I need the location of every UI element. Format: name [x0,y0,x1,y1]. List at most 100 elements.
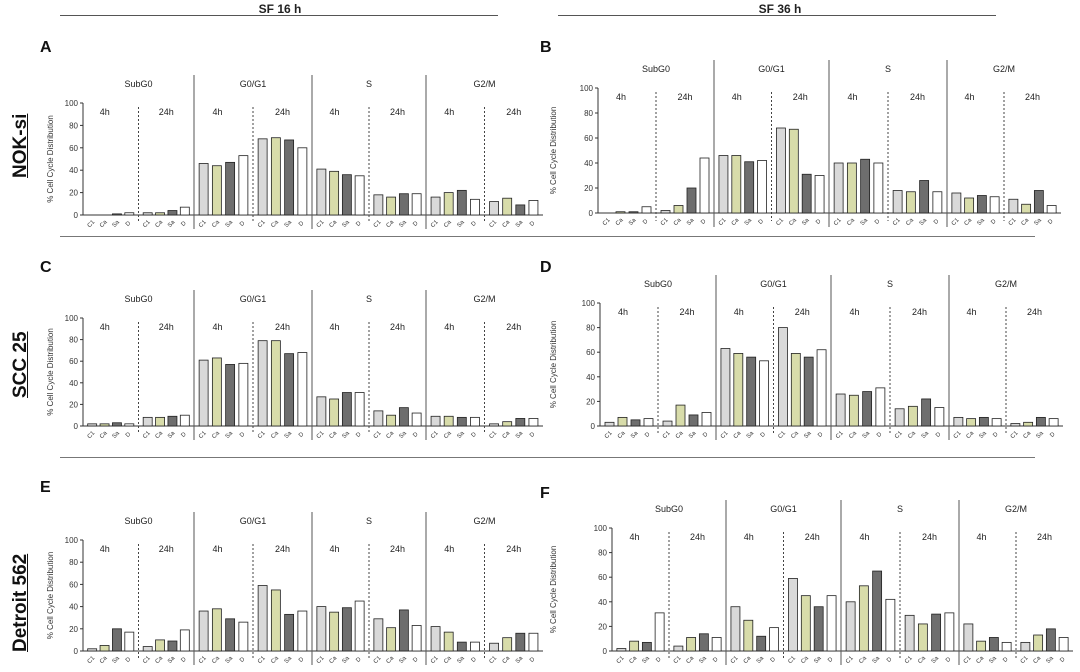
x-tick-label-c1: C1 [787,655,797,665]
bar-g2-m-24h-ca [1021,203,1032,214]
group-label-s: S [366,516,372,526]
bar-g2-m-24h-c1 [489,642,499,652]
bar-g2-m-24h-c1 [489,423,499,427]
group-label-g0-g1: G0/G1 [240,79,267,89]
x-tick-label-d: D [702,431,710,439]
bar-s-4h-c1 [316,168,327,216]
bar-g0-g1-24h-ca [788,128,799,214]
bar-s-4h-sa [341,607,352,652]
bar-g0-g1-4h-sa [746,356,757,427]
x-tick-label-c1: C1 [87,430,97,440]
bar-s-4h-sa [341,174,352,216]
x-tick-label-ca: Ca [329,430,339,440]
y-tick-label-d: 60 [586,348,595,357]
x-tick-label-d: D [180,656,188,664]
bar-g2-m-24h-sa [515,418,526,427]
time-label-24h: 24h [795,307,810,317]
x-tick-label-ca: Ca [443,219,453,229]
x-tick-label-c1: C1 [835,430,845,440]
bar-subg0-24h-sa [167,640,178,652]
x-tick-label-sa: Sa [112,219,122,229]
bar-g2-m-4h-sa [976,195,987,214]
bar-g0-g1-24h-ca [270,340,281,427]
bar-g0-g1-24h-c1 [778,327,788,427]
bar-g2-m-4h-c1 [430,415,441,427]
bar-s-4h-ca [846,162,857,214]
bar-s-24h-d [932,191,943,214]
bar-g0-g1-4h-d [769,627,779,652]
x-tick-label-ca: Ca [1033,655,1043,665]
bar-s-4h-ca [329,611,340,652]
time-label-24h: 24h [275,322,290,332]
x-tick-label-sa: Sa [756,655,766,665]
bar-g0-g1-24h-d [297,147,308,216]
x-tick-label-sa: Sa [744,217,754,227]
bar-subg0-24h-sa [688,414,699,427]
x-tick-label-ca: Ca [907,430,917,440]
group-label-s: S [366,294,372,304]
bar-s-24h-c1 [892,190,903,214]
y-tick-label-b: 40 [584,159,593,168]
bar-s-4h-d [873,162,884,214]
time-label-24h: 24h [677,92,692,102]
bar-g0-g1-4h-d [757,160,767,214]
header-sf36: SF 36 h [758,2,802,16]
bar-s-4h-d [354,392,365,427]
bar-g2-m-4h-c1 [430,626,441,652]
x-tick-label-d: D [990,218,998,226]
y-tick-label-b: 0 [589,209,594,218]
bar-s-24h-sa [919,180,930,214]
bar-g0-g1-4h-sa [225,161,236,216]
x-tick-label-d: D [642,218,650,226]
x-tick-label-c1: C1 [198,219,208,229]
x-tick-label-ca: Ca [155,219,165,229]
bar-g2-m-4h-d [470,198,480,216]
group-label-subg0: SubG0 [642,64,670,74]
x-tick-label-ca: Ca [733,430,743,440]
bar-g2-m-4h-c1 [951,192,962,214]
bar-subg0-24h-ca [155,639,165,652]
x-tick-label-c1: C1 [845,655,855,665]
x-tick-label-d: D [758,218,766,226]
bar-s-4h-d [875,387,886,427]
x-tick-label-c1: C1 [373,430,383,440]
x-tick-label-d: D [471,656,479,664]
bar-g2-m-4h-d [470,641,480,652]
row-separator-2 [60,457,1035,458]
x-tick-label-d: D [760,431,768,439]
x-tick-label-d: D [239,431,247,439]
bar-g2-m-4h-sa [456,641,467,652]
bar-subg0-4h-sa [630,419,641,427]
group-label-g0-g1: G0/G1 [240,294,267,304]
bar-g2-m-24h-sa [1033,190,1044,214]
x-tick-label-sa: Sa [341,655,351,665]
bar-s-4h-sa [862,391,873,427]
x-tick-label-c1: C1 [1020,655,1030,665]
x-tick-label-sa: Sa [515,219,525,229]
y-tick-label-c: 60 [69,357,78,366]
bar-subg0-24h-c1 [673,645,684,652]
x-tick-label-d: D [298,431,306,439]
x-tick-label-d: D [827,656,835,664]
x-tick-label-d: D [412,656,420,664]
group-label-s: S [897,504,903,514]
y-tick-label-c: 20 [69,400,78,409]
bar-s-4h-sa [860,158,871,214]
x-tick-label-ca: Ca [846,217,856,227]
x-tick-label-c1: C1 [730,655,740,665]
bar-g0-g1-24h-c1 [776,127,786,214]
bar-g2-m-4h-ca [443,192,454,216]
bar-g0-g1-24h-ca [790,353,801,427]
header-line-left [60,15,498,16]
bar-g2-m-24h-d [1058,637,1069,652]
x-tick-label-ca: Ca [270,655,280,665]
bar-g2-m-4h-sa [456,416,467,427]
x-tick-label-ca: Ca [905,217,915,227]
time-label-24h: 24h [506,544,521,554]
bar-s-24h-ca [907,405,918,427]
time-label-4h: 4h [100,544,110,554]
bar-subg0-4h-d [124,423,135,427]
header-line-right [558,15,996,16]
bar-s-24h-ca [905,191,916,214]
